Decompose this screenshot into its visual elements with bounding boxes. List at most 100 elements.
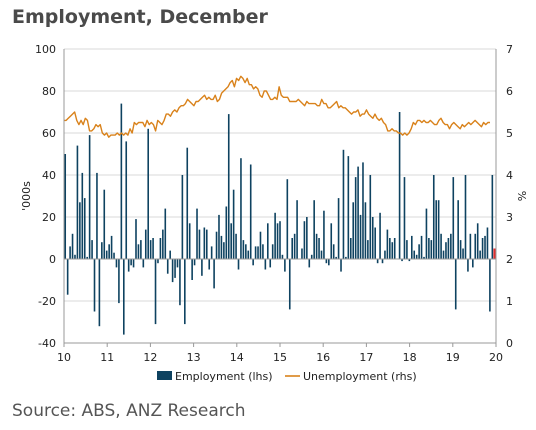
employment-bar <box>191 259 193 280</box>
employment-bar <box>296 200 298 259</box>
x-tick-label: 11 <box>100 351 114 364</box>
employment-bar <box>213 259 215 289</box>
employment-bar <box>423 256 425 259</box>
employment-bar <box>181 175 184 259</box>
employment-bar <box>381 259 384 264</box>
employment-bar <box>330 223 333 259</box>
employment-bar <box>459 240 462 259</box>
employment-bar <box>337 198 340 259</box>
employment-bar <box>140 240 142 259</box>
employment-bar <box>98 259 101 327</box>
legend-label-employment: Employment (lhs) <box>175 370 273 383</box>
employment-bar <box>205 229 208 259</box>
employment-bar <box>245 244 247 259</box>
left-tick-label: 80 <box>42 85 56 98</box>
legend-swatch-employment <box>157 371 172 380</box>
employment-bar <box>489 259 491 312</box>
employment-bar <box>274 212 276 259</box>
unemployment-line-group <box>64 75 490 138</box>
chart-title: Employment, December <box>12 6 268 28</box>
left-tick-label: 40 <box>42 169 56 182</box>
x-tick-label: 20 <box>489 351 503 364</box>
employment-bar <box>340 259 342 272</box>
employment-bar <box>354 177 357 259</box>
employment-bar <box>469 233 472 259</box>
left-tick-label: 60 <box>42 127 56 140</box>
employment-bar <box>74 254 76 259</box>
employment-bar <box>176 259 179 268</box>
employment-bar <box>152 238 154 259</box>
employment-bar <box>113 252 115 259</box>
employment-bar <box>81 172 84 259</box>
right-tick-label: 7 <box>506 43 513 56</box>
employment-bar <box>389 238 391 259</box>
employment-bar <box>376 259 379 264</box>
employment-bar <box>201 259 203 276</box>
employment-bar <box>125 141 128 259</box>
employment-bar <box>384 250 386 259</box>
employment-bar <box>276 223 279 259</box>
unemployment-line <box>64 75 490 138</box>
employment-bar <box>428 238 430 259</box>
employment-bar <box>269 259 272 268</box>
employment-bar <box>254 246 257 259</box>
left-tick-label: 100 <box>35 43 56 56</box>
x-tick-label: 19 <box>446 351 460 364</box>
employment-bar <box>425 208 428 259</box>
employment-bar <box>408 259 411 262</box>
employment-bar <box>232 189 235 259</box>
employment-bar <box>203 227 206 259</box>
employment-bar <box>320 250 323 259</box>
employment-bar <box>188 223 191 259</box>
employment-bar <box>166 259 169 274</box>
employment-bar <box>415 254 418 259</box>
employment-bar <box>227 114 230 259</box>
employment-bar <box>291 238 294 259</box>
employment-bar <box>135 219 137 259</box>
employment-bar <box>169 250 171 259</box>
x-tick-label: 14 <box>230 351 244 364</box>
legend: Employment (lhs) Unemployment (rhs) <box>157 370 417 383</box>
employment-bar <box>332 244 335 259</box>
employment-bar <box>108 244 110 259</box>
employment-bar <box>208 259 211 270</box>
employment-bar <box>264 259 267 270</box>
employment-bar <box>96 172 98 259</box>
employment-bar <box>447 238 450 259</box>
employment-bar <box>103 189 106 259</box>
employment-bar <box>142 259 145 268</box>
employment-bar <box>323 210 325 259</box>
employment-bar <box>247 250 250 259</box>
employment-bar <box>379 212 381 259</box>
employment-bar <box>486 227 489 259</box>
employment-bar <box>454 259 457 310</box>
employment-bar <box>369 175 372 259</box>
right-tick-label: 0 <box>506 337 513 350</box>
employment-bar <box>242 240 245 259</box>
x-tick-label: 17 <box>359 351 373 364</box>
employment-bar <box>481 238 484 259</box>
employment-bar <box>313 200 315 259</box>
employment-bar <box>193 259 196 266</box>
employment-bar <box>196 208 198 259</box>
employment-bar <box>472 259 474 268</box>
employment-bar <box>149 240 152 259</box>
x-tick-label: 15 <box>273 351 287 364</box>
employment-bar <box>93 259 96 312</box>
employment-bar <box>130 259 132 266</box>
right-tick-label: 4 <box>506 169 513 182</box>
employment-bar <box>367 240 369 259</box>
employment-bar <box>430 240 433 259</box>
employment-bar <box>218 214 220 259</box>
employment-bar <box>132 259 135 268</box>
employment-bar <box>171 259 174 283</box>
employment-bar <box>237 259 240 270</box>
employment-bar <box>371 217 374 259</box>
employment-bar <box>418 244 420 259</box>
employment-bar <box>474 233 477 259</box>
employment-bar <box>301 248 303 259</box>
employment-bar <box>76 145 79 259</box>
employment-bar <box>406 240 408 259</box>
